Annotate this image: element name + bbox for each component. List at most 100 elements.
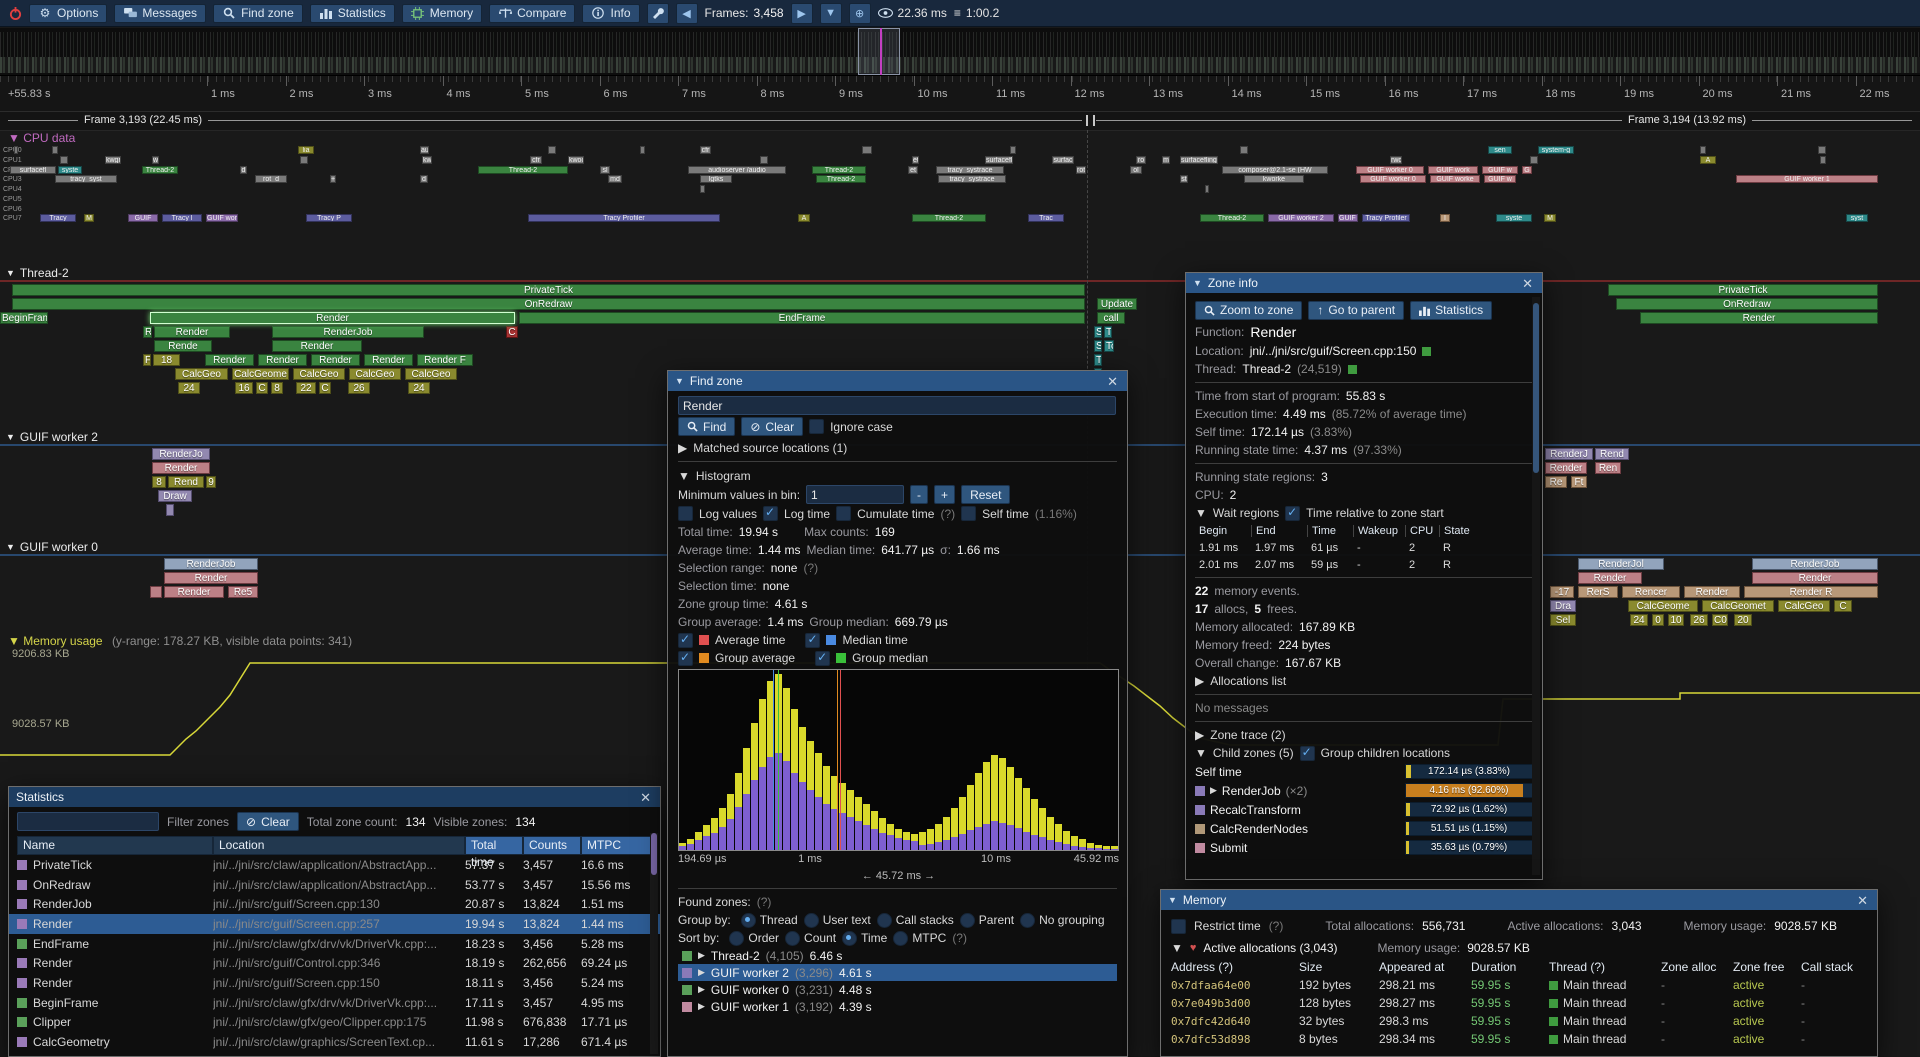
cpu-zone[interactable]: surfacefl: [985, 155, 1013, 164]
cpu-zone[interactable]: [14, 146, 18, 154]
table-row[interactable]: Render jni/../jni/src/guif/Screen.cpp:150…: [9, 973, 660, 993]
child-zone-row[interactable]: CalcRenderNodes 51.51 µs (1.15%): [1195, 819, 1533, 838]
cpu-zone[interactable]: M: [84, 214, 94, 223]
zone[interactable]: CalcGeo: [405, 368, 457, 380]
radio-button[interactable]: [842, 930, 858, 946]
zone[interactable]: T: [1094, 354, 1102, 366]
cpu-zone[interactable]: Trac: [1028, 214, 1064, 223]
memory-column-zone-alloc[interactable]: Zone alloc: [1661, 960, 1717, 974]
found-zone-group[interactable]: ▶ GUIF worker 1 (3,192) 4.39 s: [678, 998, 1117, 1015]
cpu-zone[interactable]: [1010, 146, 1016, 154]
zone[interactable]: Update: [1097, 298, 1137, 310]
memory-column-duration[interactable]: Duration: [1471, 960, 1517, 974]
table-row[interactable]: Render jni/../jni/src/guif/Control.cpp:34…: [9, 953, 660, 973]
cpu-zone[interactable]: surfacefl: [10, 165, 56, 174]
zone[interactable]: CalcGeo: [175, 368, 228, 380]
cpu-zone[interactable]: et: [908, 165, 918, 174]
tools-button[interactable]: [646, 2, 669, 24]
cpu-zone[interactable]: [1818, 146, 1826, 154]
zone[interactable]: 26: [1690, 614, 1708, 626]
cpu-zone[interactable]: GUIF worker 2: [1268, 214, 1334, 223]
cpu-zone[interactable]: w: [152, 155, 159, 164]
cpu-zone[interactable]: GUIF w: [1338, 214, 1358, 223]
zone[interactable]: 18: [153, 354, 180, 366]
zone[interactable]: Render: [1640, 312, 1878, 324]
zone[interactable]: C: [319, 382, 331, 394]
column-header-location[interactable]: Location: [213, 836, 465, 855]
zone[interactable]: OnRedraw: [1616, 298, 1878, 310]
track-header-guif-worker-0[interactable]: ▼ GUIF worker 0: [6, 540, 98, 554]
zone[interactable]: Render: [1752, 572, 1878, 584]
cpu-zone[interactable]: [760, 155, 768, 164]
cpu-zone[interactable]: audioserver /audio: [688, 165, 786, 174]
zone[interactable]: Render: [258, 354, 307, 366]
clear-button[interactable]: ⊘ Clear: [741, 417, 804, 436]
memory-titlebar[interactable]: ▼ Memory ✕: [1161, 890, 1877, 910]
zone[interactable]: 24: [1630, 614, 1648, 626]
zone[interactable]: Render F: [417, 354, 473, 366]
cpu-zone[interactable]: +: [330, 175, 336, 184]
radio-button[interactable]: [876, 912, 892, 928]
zone[interactable]: Render: [154, 326, 230, 338]
restrict-time-checkbox[interactable]: [1171, 918, 1186, 934]
cpu-zone[interactable]: [640, 146, 645, 154]
power-button[interactable]: [8, 6, 22, 20]
cpu-zone[interactable]: syste: [58, 165, 82, 174]
wait-region-row[interactable]: 2.01 ms 2.07 ms 59 µs - 2 R: [1195, 556, 1533, 573]
group-by-option[interactable]: No grouping: [1020, 912, 1105, 928]
cpu-zone[interactable]: surfaceflinger: [1180, 155, 1218, 164]
zone[interactable]: 20: [1734, 614, 1752, 626]
collapse-arrow[interactable]: ▼: [1168, 895, 1177, 905]
cpu-zone[interactable]: [1820, 155, 1826, 164]
zone[interactable]: CalcGeome: [232, 368, 289, 380]
cpu-zone[interactable]: M: [1544, 214, 1556, 223]
column-header-total-time[interactable]: Total time: [465, 836, 523, 869]
group-children-checkbox[interactable]: [1299, 745, 1315, 761]
track-header-guif-worker-2[interactable]: ▼ GUIF worker 2: [6, 430, 98, 444]
zone[interactable]: 24: [408, 382, 430, 394]
zone[interactable]: Ren: [1595, 462, 1621, 474]
allocation-row[interactable]: 0x7e049b3d00 128 bytes 298.27 ms 59.95 s Mai…: [1171, 994, 1867, 1012]
cpu-zone[interactable]: kw: [422, 155, 432, 164]
zone[interactable]: [166, 504, 174, 516]
find-zone-histogram[interactable]: [678, 669, 1119, 851]
collapse-arrow[interactable]: ▼: [675, 376, 684, 386]
collapse-arrow[interactable]: ▼: [1171, 941, 1183, 955]
track-header-thread-2[interactable]: ▼ Thread-2: [6, 266, 69, 280]
memory-column-appeared-at[interactable]: Appeared at: [1379, 960, 1445, 974]
statistics-scrollbar[interactable]: [650, 833, 658, 1054]
zone[interactable]: [150, 586, 162, 598]
sort-by-option[interactable]: Count: [785, 930, 836, 946]
radio-button[interactable]: [959, 912, 975, 928]
sort-by-option[interactable]: Time: [842, 930, 887, 946]
expand-arrow[interactable]: ▶: [698, 950, 705, 960]
group-by-option[interactable]: User text: [803, 912, 871, 928]
cpu-zone[interactable]: A: [798, 214, 810, 223]
compare-button[interactable]: Compare: [489, 3, 576, 23]
cpu-zone[interactable]: Tracy l: [162, 214, 202, 223]
column-header-counts[interactable]: Counts: [523, 836, 581, 855]
zone-info-titlebar[interactable]: ▼ Zone info ✕: [1186, 273, 1542, 293]
zone[interactable]: call: [1097, 312, 1125, 324]
zone[interactable]: CalcGeome: [1628, 600, 1698, 612]
zone[interactable]: S: [1094, 326, 1102, 338]
cpu-zone[interactable]: ol: [1130, 165, 1142, 174]
min-bin-input[interactable]: [806, 485, 905, 504]
zone[interactable]: Render: [1578, 572, 1642, 584]
cpu-zone[interactable]: GUIF wor: [206, 214, 238, 223]
memory-column-zone-free[interactable]: Zone free: [1733, 960, 1785, 974]
bin-plus-button[interactable]: +: [934, 485, 956, 504]
cpu-zone[interactable]: Thread-2: [912, 214, 986, 223]
cpu-zone[interactable]: tracy_syst: [55, 175, 117, 184]
allocation-row[interactable]: 0x7dfaa64e00 192 bytes 298.21 ms 59.95 s Mai…: [1171, 976, 1867, 994]
group-by-option[interactable]: Parent: [959, 912, 1014, 928]
zone[interactable]: Sel: [1550, 614, 1576, 626]
zone[interactable]: Render: [164, 586, 224, 598]
found-zone-group[interactable]: ▶ GUIF worker 0 (3,231) 4.48 s: [678, 981, 1117, 998]
close-icon[interactable]: ✕: [1857, 892, 1868, 908]
zone[interactable]: Rend: [168, 476, 204, 488]
time-ruler[interactable]: +55.83 s 1 ms 2 ms 3 ms 4 ms 5 ms 6 ms 7 ms 8 m…: [0, 76, 1920, 112]
zone[interactable]: 10: [1668, 614, 1684, 626]
log-values-checkbox[interactable]: [678, 506, 693, 521]
expand-arrow[interactable]: ▶: [1210, 785, 1217, 795]
